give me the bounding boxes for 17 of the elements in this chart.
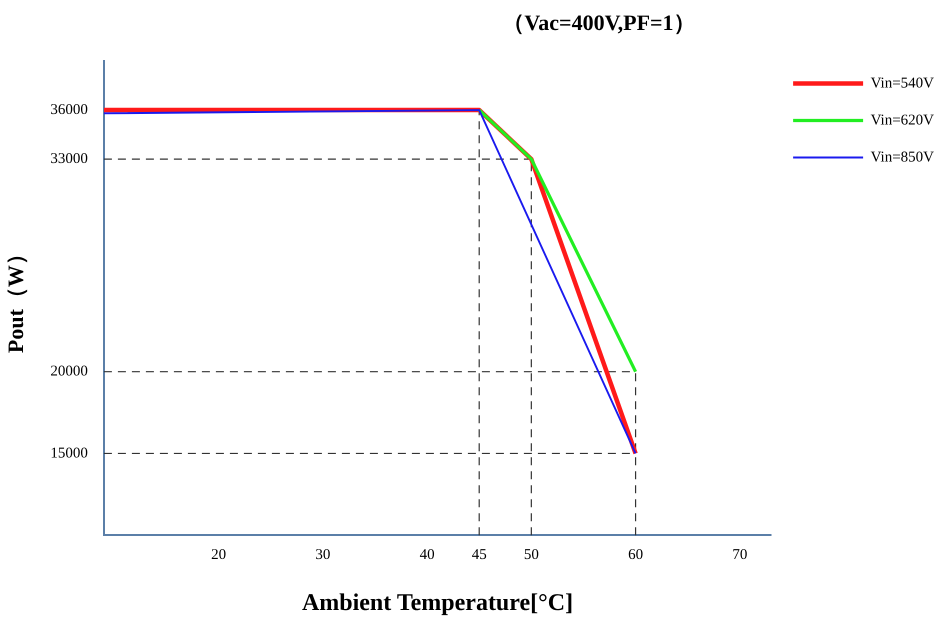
x-tick-label: 30 [315, 547, 330, 564]
y-tick-label: 20000 [50, 364, 88, 380]
y-tick-label: 15000 [50, 445, 88, 462]
y-axis-title: Pout（W） [2, 243, 28, 354]
x-tick-label: 60 [628, 547, 644, 564]
x-tick-label: 50 [524, 547, 539, 564]
chart-title: （Vac=400V,PF=1） [501, 9, 697, 37]
y-tick-label: 36000 [50, 102, 88, 118]
x-axis-title: Ambient Temperature[°C] [302, 590, 574, 616]
legend-label: Vin=850V [870, 149, 934, 166]
y-tick-label: 33000 [50, 151, 88, 168]
x-tick-label: 40 [420, 547, 435, 564]
legend-label: Vin=540V [870, 75, 934, 92]
x-tick-label: 70 [732, 547, 748, 564]
legend-label: Vin=620V [870, 112, 934, 128]
x-tick-label: 20 [211, 547, 226, 564]
x-tick-label: 45 [472, 547, 487, 564]
